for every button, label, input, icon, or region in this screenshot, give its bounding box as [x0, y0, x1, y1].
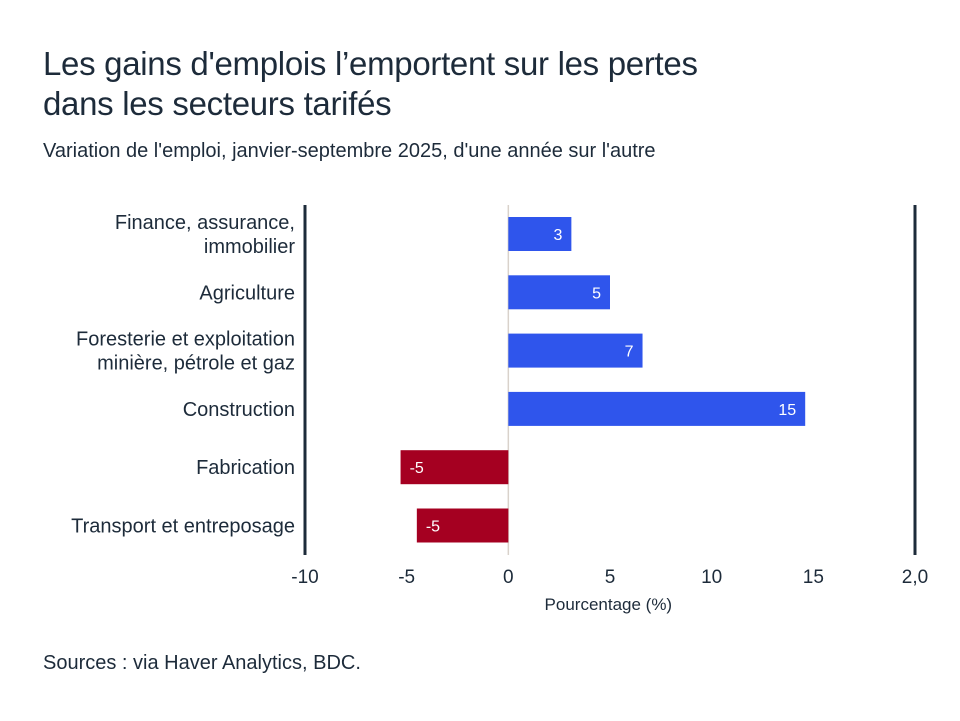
bar [508, 333, 643, 368]
x-tick-label: 2,0 [902, 567, 928, 588]
chart-title: Les gains d'emplois l’emportent sur les … [43, 44, 863, 124]
bar [508, 391, 806, 426]
bar [508, 217, 572, 251]
title-line-2: dans les secteurs tarifés [43, 85, 392, 122]
category-label: Transport et entreposage [71, 516, 295, 538]
data-label: -5 [410, 460, 424, 477]
source-note: Sources : via Haver Analytics, BDC. [43, 652, 361, 674]
x-tick-label: -10 [291, 567, 318, 588]
category-label: immobilier [204, 236, 295, 258]
data-label: 3 [553, 227, 562, 244]
category-label: Foresterie et exploitation [76, 329, 295, 351]
x-tick-label: -5 [398, 567, 415, 588]
bar [416, 508, 509, 543]
x-tick-label: 10 [701, 567, 722, 588]
bar [508, 275, 610, 310]
data-label: 7 [625, 344, 634, 361]
category-label: Fabrication [196, 457, 295, 479]
x-tick-label: 5 [605, 567, 616, 588]
chart-subtitle: Variation de l'emploi, janvier-septembre… [43, 140, 656, 162]
x-tick-label: 15 [803, 567, 824, 588]
category-label: minière, pétrole et gaz [97, 353, 295, 375]
category-label: Agriculture [199, 282, 295, 304]
data-label: 5 [592, 285, 601, 302]
x-axis-title: Pourcentage (%) [545, 595, 673, 614]
x-tick-label: 0 [503, 567, 514, 588]
bar [400, 450, 509, 485]
data-label: 15 [778, 402, 796, 419]
title-line-1: Les gains d'emplois l’emportent sur les … [43, 45, 698, 82]
data-label: -5 [426, 519, 440, 536]
category-label: Construction [183, 399, 295, 421]
category-label: Finance, assurance, [115, 212, 295, 234]
